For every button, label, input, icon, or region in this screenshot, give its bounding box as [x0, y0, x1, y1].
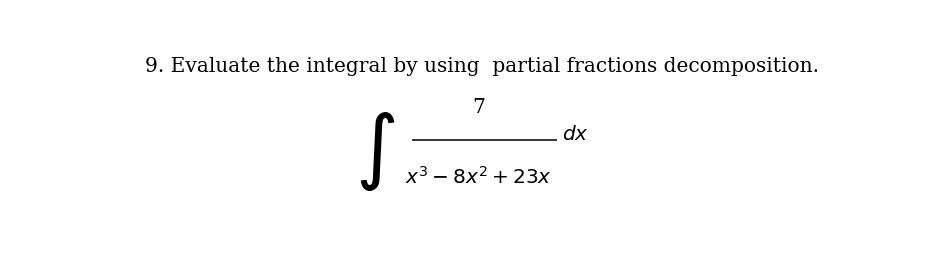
Text: 7: 7 [472, 98, 485, 117]
Text: 9. Evaluate the integral by using  partial fractions decomposition.: 9. Evaluate the integral by using partia… [144, 57, 819, 76]
Text: $x^3 - 8x^2 + 23x$: $x^3 - 8x^2 + 23x$ [405, 166, 552, 188]
Text: $\int$: $\int$ [356, 111, 396, 193]
Text: $dx$: $dx$ [562, 125, 589, 144]
